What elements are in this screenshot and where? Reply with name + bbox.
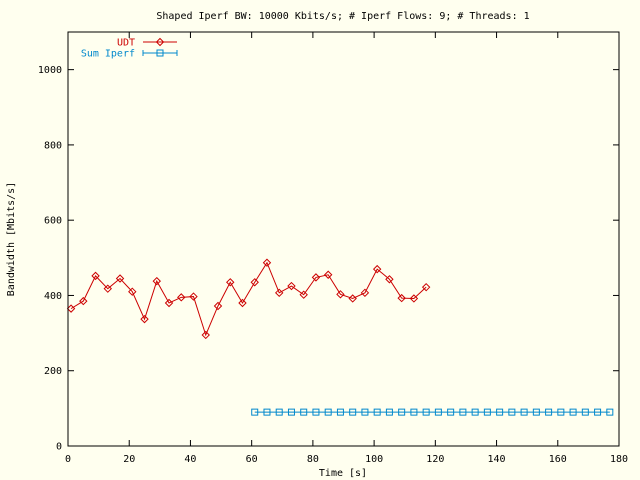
data-point-udt [262, 258, 272, 267]
data-point-sum-iperf [251, 408, 259, 416]
data-point-udt [348, 294, 357, 303]
axes: 0 20 40 60 80 100 120 140 160 180 0 200 400 600 800 100… [38, 32, 628, 465]
data-point-sum-iperf [532, 408, 540, 416]
data-point-udt [360, 288, 370, 298]
data-point-sum-iperf [287, 408, 295, 416]
data-point-udt [115, 274, 125, 283]
data-point-sum-iperf [336, 408, 344, 416]
data-point-sum-iperf [312, 408, 320, 416]
y-tick-label: 1000 [38, 65, 62, 76]
data-point-sum-iperf [385, 408, 393, 416]
data-point-sum-iperf [545, 408, 553, 416]
data-point-udt [128, 287, 137, 296]
data-point-udt [201, 330, 210, 340]
data-point-udt [66, 304, 76, 313]
data-point-udt [311, 273, 321, 282]
data-point-sum-iperf [324, 408, 332, 416]
data-point-sum-iperf [581, 408, 589, 416]
x-tick-label: 0 [65, 454, 71, 465]
data-point-udt [250, 278, 259, 287]
data-point-sum-iperf [361, 408, 369, 416]
data-point-udt [91, 271, 100, 281]
data-point-udt [397, 293, 406, 303]
data-point-udt [226, 278, 235, 287]
x-tick-label: 100 [365, 454, 383, 465]
data-point-sum-iperf [275, 408, 283, 416]
plot-area [66, 258, 614, 416]
data-point-sum-iperf [410, 408, 418, 416]
data-point-sum-iperf [471, 408, 479, 416]
data-point-udt [189, 292, 198, 301]
data-point-sum-iperf [434, 408, 442, 416]
data-point-sum-iperf [557, 408, 565, 416]
y-tick-label: 0 [56, 442, 62, 453]
plot-frame [67, 31, 620, 447]
x-tick-label: 140 [488, 454, 506, 465]
data-point-udt [152, 276, 161, 286]
data-point-sum-iperf [594, 408, 602, 416]
x-tick-label: 20 [123, 454, 135, 465]
y-tick-label: 600 [44, 216, 62, 227]
data-point-udt [164, 298, 174, 308]
data-point-sum-iperf [447, 408, 455, 416]
data-point-sum-iperf [373, 408, 381, 416]
data-point-udt [140, 314, 149, 324]
y-tick-label: 200 [44, 366, 62, 377]
x-tick-label: 180 [610, 454, 628, 465]
x-tick-label: 80 [307, 454, 319, 465]
data-point-udt [287, 281, 296, 291]
data-point-sum-iperf [520, 408, 528, 416]
data-point-sum-iperf [569, 408, 577, 416]
data-point-sum-iperf [263, 408, 271, 416]
x-tick-label: 120 [426, 454, 444, 465]
legend-marker-udt [155, 37, 165, 47]
data-point-udt [421, 282, 431, 292]
y-axis-label: Bandwidth [Mbits/s] [6, 182, 17, 296]
data-point-udt [372, 264, 382, 274]
x-tick-label: 40 [184, 454, 196, 465]
y-tick-label: 400 [44, 291, 62, 302]
data-point-udt [299, 290, 308, 299]
chart-title: Shaped Iperf BW: 10000 Kbits/s; # Iperf … [156, 11, 529, 22]
series-line-udt [70, 261, 427, 337]
x-tick-label: 160 [549, 454, 567, 465]
data-point-sum-iperf [496, 408, 504, 416]
data-point-sum-iperf [606, 408, 614, 416]
legend-label-udt: UDT [117, 38, 135, 49]
data-point-sum-iperf [508, 408, 516, 416]
data-point-sum-iperf [349, 408, 357, 416]
data-point-udt [213, 301, 223, 311]
data-point-sum-iperf [398, 408, 406, 416]
data-point-sum-iperf [459, 408, 467, 416]
data-point-udt [323, 270, 333, 279]
data-point-udt [238, 298, 247, 308]
data-point-udt [275, 288, 284, 298]
data-point-udt [177, 293, 186, 302]
data-point-udt [409, 294, 419, 303]
data-point-sum-iperf [300, 408, 308, 416]
legend-label-sum-iperf: Sum Iperf [81, 49, 135, 60]
x-axis-label: Time [s] [319, 468, 367, 479]
data-point-udt [336, 290, 345, 299]
y-tick-label: 800 [44, 140, 62, 151]
legend-marker-sum-iperf [156, 49, 164, 57]
data-point-sum-iperf [483, 408, 491, 416]
data-point-udt [103, 284, 113, 293]
data-point-udt [385, 275, 394, 284]
data-point-udt [79, 296, 88, 306]
data-point-sum-iperf [422, 408, 430, 416]
x-tick-label: 60 [246, 454, 258, 465]
